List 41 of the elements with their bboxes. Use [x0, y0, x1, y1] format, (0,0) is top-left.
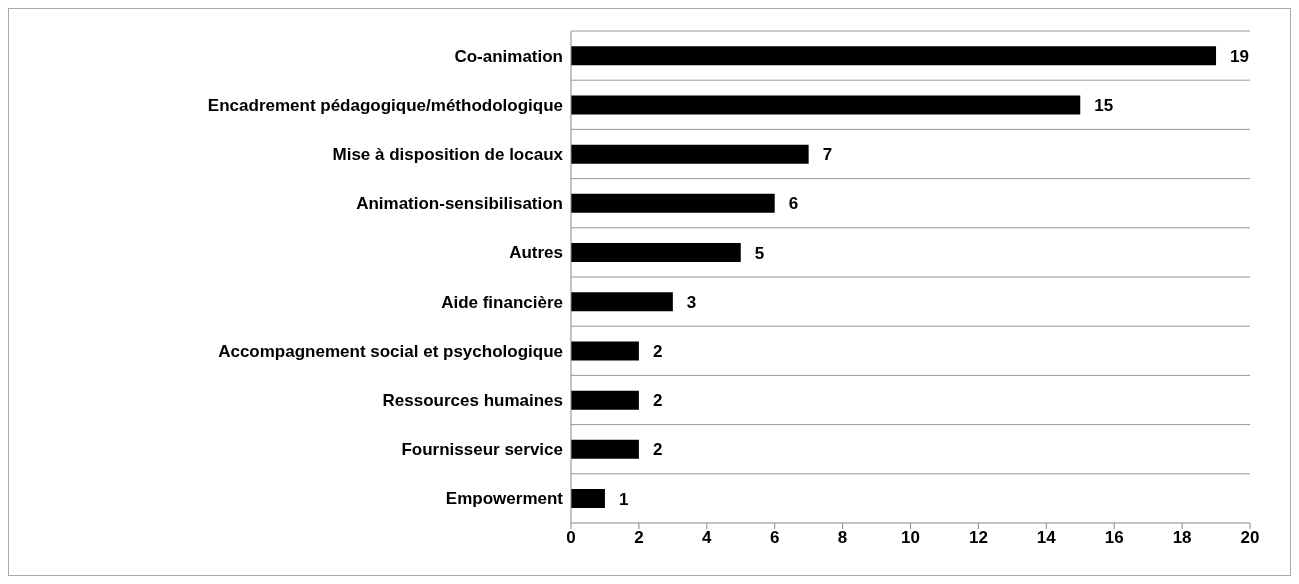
y-tick-label: Aide financière — [441, 292, 563, 312]
x-tick-label: 16 — [1104, 528, 1124, 548]
data-label: 7 — [822, 145, 833, 165]
x-tick-label: 6 — [769, 528, 780, 548]
bar — [571, 243, 741, 263]
data-label: 6 — [788, 194, 799, 214]
x-tick-label: 4 — [702, 528, 713, 548]
y-tick-label: Ressources humaines — [382, 391, 563, 411]
bar — [571, 341, 639, 361]
y-tick-label: Mise à disposition de locaux — [332, 145, 564, 165]
y-tick-label: Co-animation — [454, 46, 563, 66]
y-tick-label: Fournisseur service — [401, 440, 563, 460]
data-label: 2 — [652, 440, 663, 460]
y-tick-label: Encadrement pédagogique/méthodologique — [207, 95, 563, 115]
bar — [571, 46, 1217, 66]
data-label: 3 — [686, 292, 697, 312]
y-tick-label: Animation-sensibilisation — [356, 194, 563, 214]
x-tick-label: 20 — [1240, 528, 1260, 548]
data-label: 15 — [1094, 95, 1114, 115]
x-tick-label: 10 — [901, 528, 920, 548]
bar — [571, 95, 1081, 115]
x-tick-label: 12 — [968, 528, 988, 548]
y-tick-label: Empowerment — [445, 489, 564, 509]
x-tick-label: 0 — [566, 528, 576, 548]
data-label: 2 — [652, 341, 663, 361]
x-tick-label: 8 — [837, 528, 848, 548]
bar — [571, 439, 639, 459]
bar — [571, 144, 809, 164]
x-tick-label: 14 — [1036, 528, 1057, 548]
data-label: 2 — [652, 391, 663, 411]
bar — [571, 292, 673, 312]
bar — [571, 489, 605, 509]
y-tick-label: Accompagnement social et psychologique — [218, 341, 563, 361]
x-tick-label: 18 — [1172, 528, 1192, 548]
data-label: 5 — [754, 243, 765, 263]
bar — [571, 390, 639, 410]
x-tick-label: 2 — [634, 528, 644, 548]
data-label: 1 — [618, 489, 629, 509]
y-tick-label: Autres — [509, 243, 563, 263]
data-label: 19 — [1230, 46, 1249, 66]
bar — [571, 193, 775, 213]
